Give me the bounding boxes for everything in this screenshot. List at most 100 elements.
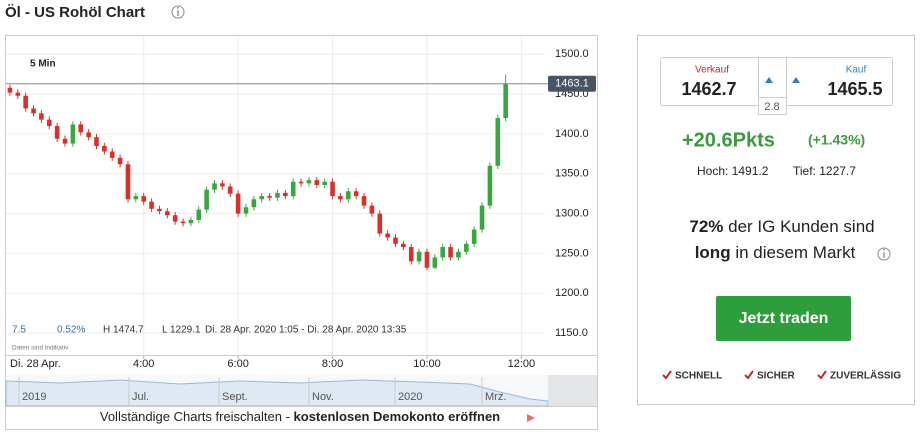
buy-label: Kauf — [846, 65, 867, 76]
last-price-box — [548, 75, 596, 92]
candle-body — [322, 181, 327, 185]
candle-body — [408, 247, 414, 262]
candle-body — [180, 221, 186, 224]
candle-body — [385, 233, 390, 238]
candle-body — [117, 157, 123, 165]
candle-body — [251, 199, 257, 208]
x-tick-label: 4:00 — [133, 358, 154, 370]
candle-body — [416, 251, 422, 262]
y-tick-label: 1300.0 — [555, 208, 589, 220]
y-tick-label: 1350.0 — [555, 168, 589, 180]
candle-body — [212, 183, 217, 190]
stat: H 1474.7 — [103, 325, 144, 336]
candle-body — [196, 209, 202, 220]
buy-price[interactable]: 1465.5 — [827, 79, 882, 99]
candle-body — [102, 145, 107, 152]
candle-body — [456, 251, 461, 258]
candle-body — [7, 87, 13, 93]
candle-body — [298, 181, 304, 184]
candle-body — [448, 247, 453, 258]
day-low: Tief: 1227.7 — [793, 164, 856, 178]
candle-body — [227, 186, 233, 194]
candle-body — [125, 164, 131, 200]
candle-body — [401, 243, 406, 248]
last-price-label: 1463.1 — [555, 78, 589, 90]
navigator-label: Jul. — [132, 391, 149, 403]
candle-body — [204, 189, 209, 210]
banner-link[interactable]: kostenlosen Demokonto eröffnen — [294, 409, 501, 424]
candle-body — [471, 229, 477, 244]
change: +20.6Pkts — [682, 129, 775, 151]
candle-body — [275, 192, 280, 198]
candle-body — [141, 196, 147, 202]
candle-body — [487, 165, 493, 206]
trade-button[interactable] — [716, 296, 851, 341]
feature: SCHNELL — [675, 371, 722, 382]
x-tick-label: 12:00 — [508, 358, 536, 370]
candle-body — [78, 124, 84, 133]
sentiment-part: der IG Kunden sind — [723, 217, 874, 236]
candle-body — [259, 196, 265, 200]
info-icon — [171, 5, 185, 19]
candle-body — [353, 191, 359, 197]
info-icon — [877, 247, 891, 261]
candle-body — [377, 213, 383, 234]
banner-text: Vollständige Charts freischalten - — [100, 409, 294, 424]
candle-body — [479, 205, 485, 230]
features: SCHNELL SICHER ZUVERLÄSSIG — [662, 369, 901, 382]
candle-body — [330, 181, 335, 197]
note: Daten sind indikativ — [12, 345, 69, 352]
navigator-label: 2019 — [22, 391, 46, 403]
candle-body — [23, 95, 28, 109]
candle-body — [369, 205, 375, 214]
candle-body — [86, 132, 91, 138]
sell-price[interactable]: 1462.7 — [681, 79, 736, 99]
candle-body — [306, 180, 312, 184]
candle-body — [31, 108, 36, 114]
check-icon — [662, 370, 672, 380]
navigator-area — [5, 379, 549, 407]
chart-frame — [5, 35, 598, 430]
banner[interactable]: Vollständige Charts freischalten - koste… — [100, 409, 500, 424]
candle-body — [290, 181, 296, 197]
x-tick-label: 10:00 — [413, 358, 441, 370]
x-tick-label: 6:00 — [227, 358, 248, 370]
candle-body — [188, 219, 194, 224]
candle-body — [495, 118, 501, 166]
y-tick-label: 1400.0 — [555, 128, 589, 140]
feature: ZUVERLÄSSIG — [830, 369, 901, 382]
navigator-label: Mrz. — [485, 391, 506, 403]
x-tick-label: 8:00 — [322, 358, 343, 370]
candle-body — [314, 180, 320, 185]
candle-body — [235, 193, 241, 214]
navigator-label: Sept. — [222, 391, 248, 403]
day-high: Hoch: 1491.2 — [697, 164, 769, 178]
candle-body — [39, 113, 44, 120]
candle-body — [243, 207, 249, 214]
sell-label: Verkauf — [695, 65, 729, 76]
candle-body — [70, 124, 76, 144]
banner-arrow — [527, 414, 535, 422]
y-tick-label: 1150.0 — [555, 327, 588, 339]
candle-body — [503, 83, 508, 119]
candle-body — [424, 251, 430, 268]
sentiment: 72% der IG Kunden sind — [689, 217, 874, 236]
up-arrow — [792, 77, 800, 83]
trade-button-label[interactable]: Jetzt traden — [739, 310, 829, 327]
candle-body — [54, 126, 60, 139]
candle-body — [283, 192, 288, 197]
date-label: Di. 28 Apr. — [10, 358, 61, 370]
stat: Di. 28 Apr. 2020 1:05 - Di. 28 Apr. 2020… — [205, 325, 407, 336]
candle-body — [149, 201, 154, 209]
candle-body — [345, 191, 351, 200]
candle-body — [432, 257, 438, 268]
candle-body — [172, 215, 178, 222]
candle-body — [393, 237, 398, 244]
navigator-label: 2020 — [398, 391, 422, 403]
candle-body — [220, 183, 225, 187]
candle-body — [133, 196, 139, 200]
sentiment-part: 72% — [689, 217, 723, 236]
candle-body — [165, 211, 170, 216]
sentiment: long in diesem Markt — [695, 243, 856, 262]
